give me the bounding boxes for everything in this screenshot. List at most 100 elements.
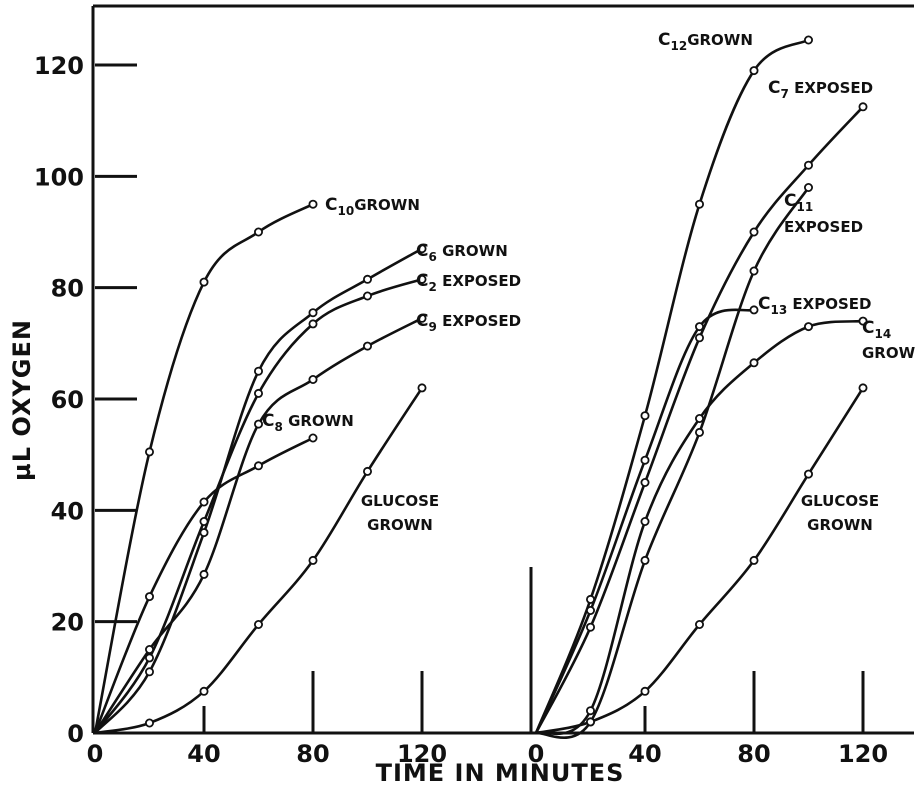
curve-label: C10GROWN — [325, 195, 420, 218]
data-point — [308, 433, 318, 443]
y-tick-label: 100 — [34, 163, 84, 191]
data-point — [749, 266, 759, 276]
data-point — [695, 413, 705, 423]
data-point — [749, 358, 759, 368]
data-point — [253, 620, 263, 630]
data-point — [804, 182, 814, 192]
curve-label: C11 — [784, 191, 813, 214]
x-tick-label: 40 — [187, 740, 220, 768]
data-point — [199, 528, 209, 538]
x-tick-label: 80 — [296, 740, 329, 768]
data-point — [586, 706, 596, 716]
y-axis-ticks: 0 20 40 60 80 100 120 — [34, 52, 137, 748]
data-point — [144, 645, 154, 655]
curve-label: GLUCOSE — [361, 492, 439, 510]
curve-glucose-grown-line — [534, 386, 865, 735]
data-point — [858, 102, 868, 112]
curve-label: C9 EXPOSED — [416, 311, 521, 334]
data-point — [586, 622, 596, 632]
data-point — [199, 686, 209, 696]
data-point — [640, 477, 650, 487]
data-point — [858, 316, 868, 326]
data-point — [362, 466, 372, 476]
curve-label: C12GROWN — [658, 30, 753, 53]
curve-label-line2: GROWN — [862, 344, 916, 362]
data-point — [253, 388, 263, 398]
y-tick-label: 80 — [51, 275, 84, 303]
curve-label-line2: EXPOSED — [784, 218, 863, 236]
data-point — [804, 160, 814, 170]
data-point — [199, 517, 209, 527]
y-tick-label: 20 — [51, 609, 84, 637]
data-point — [199, 277, 209, 287]
data-point — [749, 305, 759, 315]
data-point — [144, 653, 154, 663]
plot-frame — [91, 4, 914, 735]
y-tick-label: 0 — [67, 720, 84, 748]
y-tick-label: 40 — [51, 497, 84, 525]
data-point — [253, 419, 263, 429]
data-point — [640, 411, 650, 421]
data-point — [144, 667, 154, 677]
data-point — [362, 341, 372, 351]
data-point — [640, 686, 650, 696]
x-tick-label: 0 — [87, 740, 104, 768]
data-point — [640, 455, 650, 465]
curve-label: GROWN — [807, 516, 873, 534]
x-tick-label: 120 — [397, 740, 447, 768]
data-point — [858, 383, 868, 393]
curve-c6-grown-line — [93, 247, 424, 735]
curve-label: C6 GROWN — [416, 241, 508, 264]
data-point — [417, 274, 427, 284]
data-point — [362, 274, 372, 284]
data-point — [417, 313, 427, 323]
curve-label: C13 EXPOSED — [758, 294, 871, 317]
data-point — [253, 227, 263, 237]
data-point — [586, 606, 596, 616]
data-point — [417, 244, 427, 254]
data-point — [253, 366, 263, 376]
y-tick-label: 60 — [51, 386, 84, 414]
data-points — [144, 35, 868, 728]
curve-labels: C10GROWN C6 GROWN C2 EXPOSED C9 EXPOSED C8 G… — [262, 30, 916, 534]
data-point — [199, 569, 209, 579]
curve-c8-grown-line — [93, 436, 315, 735]
data-point — [144, 447, 154, 457]
curve-label: GLUCOSE — [801, 492, 879, 510]
x-axis-ticks: 0 40 80 120 0 40 80 120 — [87, 671, 888, 768]
data-point — [749, 66, 759, 76]
y-axis-title: µL OXYGEN — [8, 319, 36, 481]
data-point — [749, 227, 759, 237]
data-point — [144, 718, 154, 728]
data-point — [695, 333, 705, 343]
data-point — [308, 555, 318, 565]
x-tick-label: 40 — [628, 740, 661, 768]
data-point — [417, 383, 427, 393]
data-point — [695, 199, 705, 209]
curve-c13-exposed-line — [534, 308, 756, 735]
data-point — [749, 555, 759, 565]
data-point — [253, 461, 263, 471]
data-point — [695, 427, 705, 437]
curve-label: C8 GROWN — [262, 411, 354, 434]
frame — [91, 4, 914, 735]
data-point — [144, 592, 154, 602]
data-point — [804, 322, 814, 332]
y-tick-label: 120 — [34, 52, 84, 80]
curve-label: C7 EXPOSED — [768, 78, 873, 101]
data-point — [308, 374, 318, 384]
data-point — [804, 35, 814, 45]
data-point — [695, 322, 705, 332]
data-point — [804, 469, 814, 479]
curves — [93, 38, 865, 740]
data-point — [640, 517, 650, 527]
x-tick-label: 80 — [737, 740, 770, 768]
data-point — [586, 717, 596, 727]
x-tick-label: 0 — [528, 740, 545, 768]
data-point — [362, 291, 372, 301]
data-point — [586, 594, 596, 604]
data-point — [695, 620, 705, 630]
data-point — [308, 319, 318, 329]
curve-label: C14 — [862, 318, 891, 341]
